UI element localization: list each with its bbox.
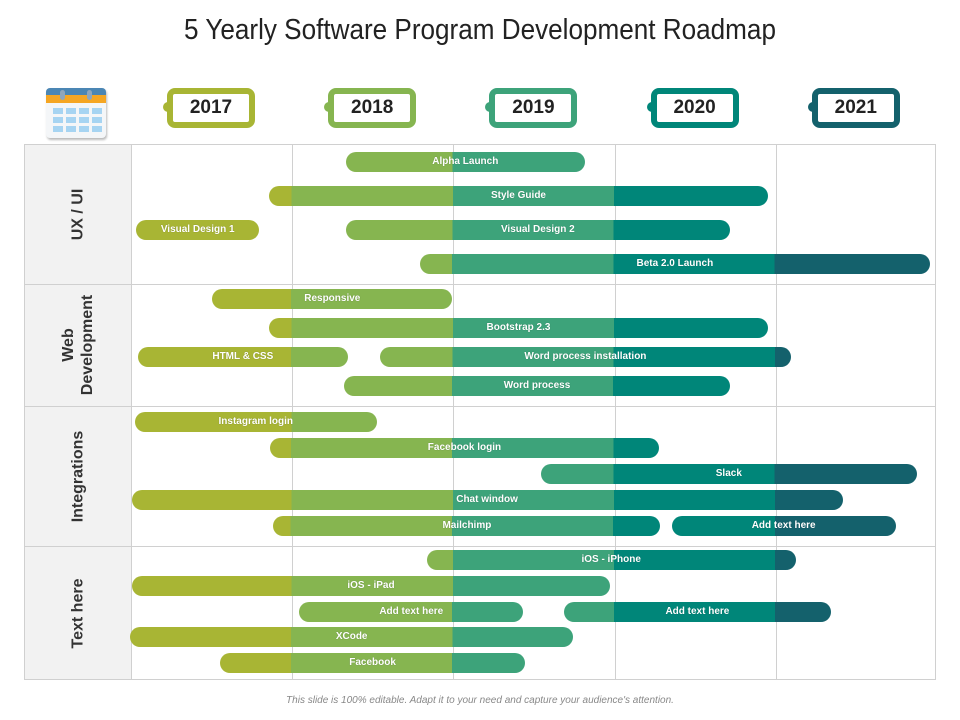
calendar-icon <box>46 88 106 138</box>
year-badge-2017: 2017 <box>163 88 255 128</box>
task-bar[interactable]: Style Guide <box>268 186 769 206</box>
task-bar[interactable]: Add text here <box>299 601 524 622</box>
year-label: 2017 <box>189 97 233 118</box>
year-badge-2018: 2018 <box>324 88 417 128</box>
roadmap-grid: UX / UI Web Development Integrations Text h… <box>24 144 936 680</box>
row-divider <box>25 546 935 547</box>
year-divider <box>775 145 777 679</box>
task-bar[interactable]: Instagram login <box>134 412 377 432</box>
row-divider <box>25 284 935 285</box>
year-divider <box>614 145 616 679</box>
row-label: Web Development <box>25 284 131 406</box>
year-badge-2020: 2020 <box>646 88 739 128</box>
task-bar[interactable]: XCode <box>130 627 574 648</box>
footer-note: This slide is 100% editable. Adapt it to… <box>286 695 674 706</box>
badge-dot <box>485 102 496 112</box>
task-bar[interactable]: Visual Design 2 <box>346 220 730 240</box>
year-label: 2021 <box>834 97 877 118</box>
task-bar[interactable]: iOS - iPad <box>131 575 611 596</box>
row-label: Text here <box>25 546 131 681</box>
year-divider <box>453 145 455 679</box>
badge-dot <box>324 102 335 112</box>
task-bar[interactable]: Facebook <box>220 653 525 674</box>
year-label: 2019 <box>512 97 555 118</box>
task-bar[interactable]: Slack <box>541 464 917 484</box>
row-label-text: Integrations <box>69 430 87 522</box>
row-label-text: Text here <box>69 578 87 649</box>
task-bar[interactable]: Word process <box>344 376 730 396</box>
badge-dot <box>163 102 173 112</box>
task-bar[interactable]: iOS - iPhone <box>426 550 796 570</box>
task-bar[interactable]: Add text here <box>563 601 832 622</box>
year-label: 2018 <box>351 97 394 118</box>
row-label-text: UX / UI <box>69 188 87 241</box>
row-label-column <box>25 145 132 679</box>
task-bar[interactable]: Facebook login <box>270 438 659 458</box>
row-label-text: Web Development <box>60 294 96 396</box>
task-bar[interactable]: Mailchimp <box>273 516 661 536</box>
task-bar[interactable]: HTML & CSS <box>138 347 348 367</box>
page-title: 5 Yearly Software Program Development Ro… <box>184 14 776 46</box>
row-label: UX / UI <box>25 145 131 284</box>
task-bar[interactable]: Beta 2.0 Launch <box>420 254 930 274</box>
task-bar[interactable]: Visual Design 1 <box>136 220 259 240</box>
task-bar[interactable]: Chat window <box>131 490 843 510</box>
task-bar[interactable]: Add text here <box>671 516 896 536</box>
year-badge-2019: 2019 <box>485 88 578 128</box>
task-bar[interactable]: Responsive <box>212 289 453 309</box>
task-bar[interactable]: Alpha Launch <box>346 152 585 172</box>
year-badge-2021: 2021 <box>807 88 900 128</box>
badge-dot <box>807 102 818 112</box>
task-bar[interactable]: Bootstrap 2.3 <box>268 318 769 338</box>
row-divider <box>25 406 935 407</box>
badge-dot <box>646 102 657 112</box>
row-label: Integrations <box>25 406 131 546</box>
task-bar[interactable]: Word process installation <box>379 347 791 367</box>
year-label: 2020 <box>673 97 716 118</box>
